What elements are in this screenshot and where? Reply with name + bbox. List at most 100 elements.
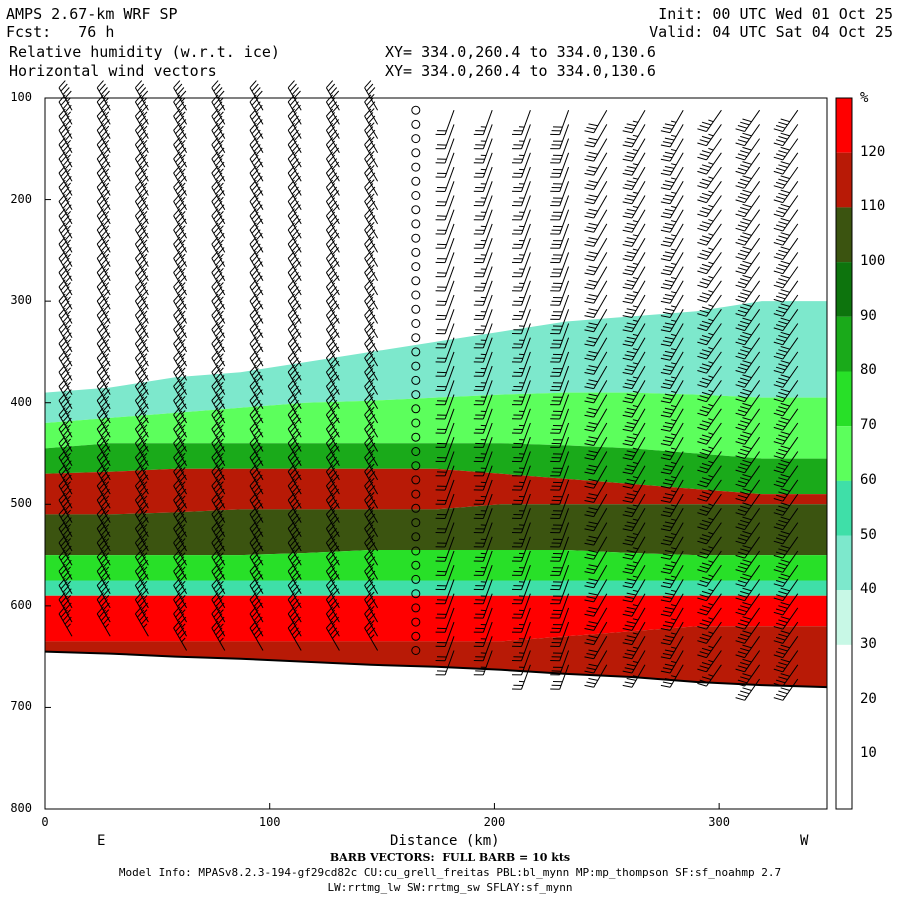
barb-flag <box>211 549 219 558</box>
barb-half-flag <box>66 282 71 287</box>
barb-half-flag <box>104 552 110 557</box>
barb-flag <box>62 371 70 380</box>
barb-flag <box>217 360 225 369</box>
barb-flag <box>62 485 70 494</box>
barb-flag <box>135 151 143 160</box>
colorbar-segment <box>836 699 852 755</box>
barb-flag <box>100 385 108 394</box>
barb-flag <box>213 467 221 476</box>
barb-flag <box>697 682 707 687</box>
barb-half-flag <box>219 509 224 515</box>
barb-flag <box>215 442 223 451</box>
barb-flag <box>98 311 106 319</box>
barb-half-flag <box>66 310 71 316</box>
barb-flag <box>177 172 185 181</box>
barb-flag <box>179 630 187 639</box>
barb-flag <box>62 527 70 536</box>
barb-flag <box>179 261 187 270</box>
barb-flag <box>211 208 219 217</box>
barb-flag <box>96 393 104 401</box>
barb-flag <box>175 140 183 149</box>
barb-flag <box>740 690 750 695</box>
barb-flag <box>139 456 147 465</box>
barb-flag <box>62 172 70 181</box>
barb-flag <box>735 697 745 701</box>
colorbar-unit: % <box>860 90 869 106</box>
barb-flag <box>98 510 106 519</box>
barb-flag <box>173 606 181 615</box>
colorbar-segment <box>836 207 852 263</box>
barb-flag <box>213 126 221 135</box>
barb-flag <box>173 478 181 487</box>
barb-flag <box>137 339 145 348</box>
barb-flag <box>291 87 299 95</box>
barb-flag <box>211 279 219 288</box>
barb-flag <box>58 464 66 472</box>
barb-flag <box>141 360 149 369</box>
barb-flag <box>780 687 790 691</box>
barb-flag <box>102 431 110 440</box>
barb-flag <box>60 296 68 305</box>
barb-flag <box>58 535 66 544</box>
barb-flag <box>135 421 143 430</box>
barb-flag <box>137 496 145 504</box>
barb-flag <box>100 343 108 351</box>
rh-band-7 <box>45 580 827 596</box>
barb-flag <box>62 300 70 309</box>
barb-flag <box>60 140 68 149</box>
barb-flag <box>96 350 104 359</box>
barb-flag <box>215 471 223 479</box>
barb-flag <box>100 271 108 280</box>
colorbar-segment <box>836 98 852 153</box>
barb-half-flag <box>104 282 110 287</box>
barb-flag <box>175 339 183 348</box>
barb-flag <box>217 431 225 440</box>
barb-flag <box>213 211 221 220</box>
barb-flag <box>141 602 149 611</box>
barb-flag <box>213 225 221 234</box>
barb-flag <box>62 357 70 366</box>
barb-half-flag <box>66 211 71 216</box>
barb-flag <box>211 378 219 387</box>
barb-flag <box>102 190 110 198</box>
barb-flag <box>217 204 225 213</box>
barb-flag <box>58 492 66 501</box>
barb-half-flag <box>181 523 186 529</box>
barb-flag <box>60 496 68 504</box>
barb-flag <box>255 90 263 99</box>
barb-flag <box>98 183 106 191</box>
barb-flag <box>60 97 68 106</box>
barb-half-flag <box>181 424 186 429</box>
barb-flag <box>62 314 70 323</box>
barb-flag <box>179 218 187 227</box>
barb-flag <box>177 129 185 138</box>
barb-flag <box>135 179 143 188</box>
barb-flag <box>775 693 786 698</box>
barb-flag <box>211 464 219 472</box>
barb-flag <box>137 609 145 618</box>
barb-flag <box>64 119 72 127</box>
barb-half-flag <box>104 310 110 316</box>
barb-shaft <box>58 613 73 637</box>
y-tick-label: 600 <box>10 597 32 612</box>
barb-half-flag <box>219 267 224 273</box>
barb-flag <box>215 599 223 607</box>
barb-half-flag <box>143 523 148 529</box>
barb-flag <box>213 97 221 106</box>
barb-flag <box>100 286 108 295</box>
barb-flag <box>177 414 185 422</box>
barb-flag <box>217 275 225 284</box>
barb-half-flag <box>181 296 186 301</box>
barb-flag <box>141 574 149 582</box>
barb-flag <box>173 336 181 344</box>
barb-flag <box>58 393 66 401</box>
barb-flag <box>139 286 147 295</box>
wind-barb <box>211 435 226 466</box>
barb-flag <box>179 332 187 341</box>
barb-flag <box>60 311 68 319</box>
barb-flag <box>58 307 66 316</box>
barb-flag <box>211 521 219 529</box>
barb-flag <box>100 172 108 181</box>
barb-half-flag <box>219 552 224 557</box>
